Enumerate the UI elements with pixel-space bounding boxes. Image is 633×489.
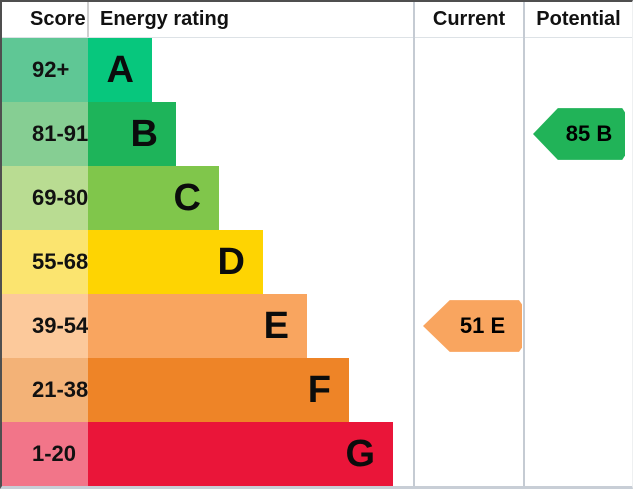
rating-bar-d: D	[88, 230, 263, 294]
band-row-d: 55-68 D	[2, 230, 632, 294]
score-cell: 69-80	[2, 166, 88, 230]
current-column-header: Current	[432, 8, 506, 30]
rating-bar-e: E	[88, 294, 307, 358]
potential-column-divider	[523, 2, 525, 486]
energy-rating-column-header: Energy rating	[100, 8, 229, 30]
band-row-b: 81-91 B	[2, 102, 632, 166]
score-header-divider	[87, 2, 89, 38]
score-cell: 92+	[2, 38, 88, 102]
current-column-divider	[413, 2, 415, 486]
score-column-header: Score	[30, 8, 86, 30]
rating-bar-c: C	[88, 166, 219, 230]
rating-bar-f: F	[88, 358, 349, 422]
band-row-f: 21-38 F	[2, 358, 632, 422]
band-row-g: 1-20 G	[2, 422, 632, 486]
score-cell: 39-54	[2, 294, 88, 358]
score-cell: 81-91	[2, 102, 88, 166]
header-underline	[2, 37, 632, 38]
rating-bar-a: A	[88, 38, 152, 102]
score-cell: 21-38	[2, 358, 88, 422]
band-row-a: 92+ A	[2, 38, 632, 102]
band-row-e: 39-54 E	[2, 294, 632, 358]
rating-bar-b: B	[88, 102, 176, 166]
chart-header-row: Score Energy rating Current Potential	[2, 2, 632, 37]
potential-rating-arrow: 85 B	[533, 108, 625, 160]
score-cell: 55-68	[2, 230, 88, 294]
rating-bar-g: G	[88, 422, 393, 486]
score-cell: 1-20	[2, 422, 88, 486]
band-rows: 92+ A 81-91 B 69-80 C 55-68 D 39-54 E 21…	[2, 38, 632, 486]
potential-column-header: Potential	[536, 8, 621, 30]
band-row-c: 69-80 C	[2, 166, 632, 230]
